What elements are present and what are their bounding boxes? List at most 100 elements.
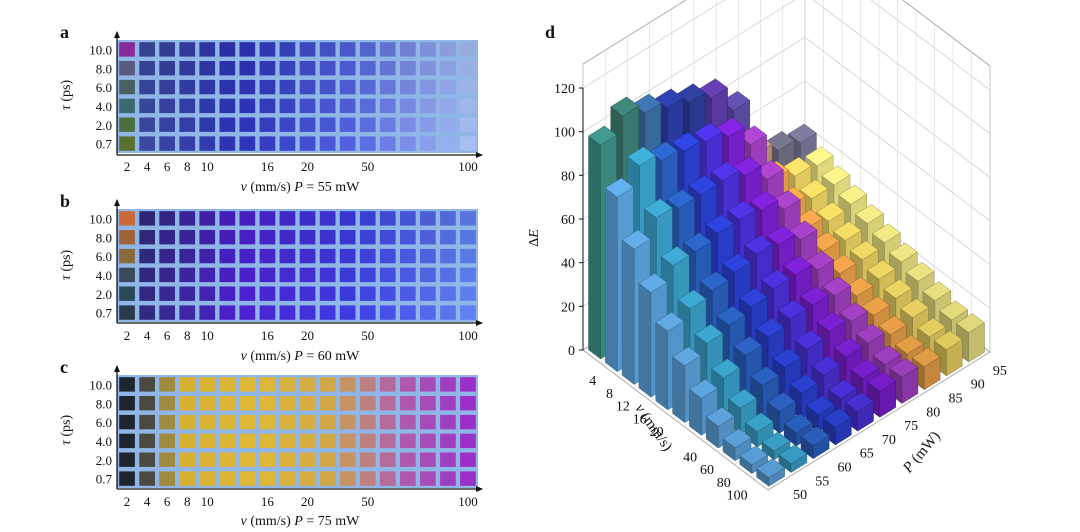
heatmap-cell <box>319 452 336 467</box>
heatmap-cell <box>179 136 196 151</box>
heatmap-cell <box>420 433 436 449</box>
heatmap-cell <box>219 117 236 132</box>
heatmap-cell <box>460 248 476 264</box>
z-gridline <box>582 0 991 134</box>
y-axis-label-b: τ (ps) <box>59 250 74 281</box>
bar-face-top <box>766 225 796 246</box>
y-tick-label: 2.0 <box>96 118 112 133</box>
bar-face-top <box>878 315 907 336</box>
heatmap-cell <box>460 230 476 245</box>
bar-face-top <box>800 285 829 306</box>
heatmap-cell <box>119 377 135 392</box>
heatmap-cell <box>299 452 316 467</box>
y-tick-label: 8.0 <box>96 61 112 76</box>
heatmap-cell <box>219 248 236 264</box>
heatmap-cell <box>219 98 236 114</box>
heatmap-cell <box>259 433 276 449</box>
P-tick-label: 50 <box>793 488 807 503</box>
bar-face-top <box>722 428 752 448</box>
v-tick-label: 12 <box>616 400 630 415</box>
bar-face-top <box>922 281 952 301</box>
heatmap-cell <box>139 230 155 245</box>
bar-face-top <box>866 259 896 280</box>
heatmap-cell <box>119 452 135 467</box>
heatmap-cell <box>159 61 175 76</box>
z-axis-label-d: ΔE <box>527 229 542 247</box>
bar-face-top <box>721 90 751 111</box>
bar-face-top <box>761 269 790 290</box>
bar-face-top <box>861 296 891 316</box>
x-tick-label: 20 <box>301 159 314 174</box>
x-tick-label: 2 <box>124 328 131 343</box>
heatmap-cell <box>440 414 456 430</box>
heatmap-cell <box>179 433 196 449</box>
heatmap-cell <box>179 396 196 411</box>
y-axis-label-d: P (mW) <box>899 429 943 477</box>
bar-face-top <box>765 131 795 151</box>
bar-face-top <box>827 254 857 274</box>
bar-face-top <box>610 96 640 117</box>
heatmap-cell <box>279 452 296 467</box>
bar-face-left <box>638 282 652 398</box>
y-ticks-a: 10.0 8.0 6.0 4.0 2.0 0.7 <box>89 42 112 151</box>
heatmap-cell <box>139 433 155 449</box>
heatmap-cell <box>299 305 316 320</box>
bar-face-top <box>828 379 858 399</box>
heatmap-cell <box>379 61 396 76</box>
v-tick-label: 80 <box>717 476 731 491</box>
bar-face-top <box>767 392 796 412</box>
bar3d <box>761 431 791 461</box>
bar-face-top <box>811 355 841 376</box>
P-tick-label: 60 <box>838 461 852 476</box>
heatmap-cell <box>299 98 316 114</box>
heatmap-cell <box>420 211 436 226</box>
x-tick-label: 16 <box>261 159 275 174</box>
heatmap-cell <box>440 471 456 486</box>
heatmap-cell <box>400 433 416 449</box>
heatmap-cell <box>119 42 135 57</box>
heatmap-cell <box>319 396 336 411</box>
heatmap-cell <box>219 452 236 467</box>
heatmap-cell <box>319 471 336 486</box>
bar-face-top <box>588 125 617 146</box>
heatmap-cell <box>299 79 316 95</box>
heatmap-cell <box>279 42 296 57</box>
heatmap-cell <box>359 452 376 467</box>
heatmap-cell <box>179 79 196 95</box>
heatmap-cell <box>199 433 216 449</box>
heatmap-cell <box>299 248 316 264</box>
heatmap-cell <box>299 433 316 449</box>
heatmap-cell <box>359 433 376 449</box>
heatmap-cell <box>159 230 175 245</box>
heatmap-cell <box>379 211 396 226</box>
heatmap-cell <box>199 79 216 95</box>
x-tick-label: 8 <box>184 494 191 509</box>
y-tick-label: 6.0 <box>96 249 112 264</box>
heatmap-cell <box>460 305 476 320</box>
heatmap-cell <box>420 248 436 264</box>
heatmap-cell <box>299 136 316 151</box>
bar-face-top <box>822 408 852 428</box>
heatmap-cell <box>159 305 175 320</box>
heatmap-cell <box>319 79 336 95</box>
heatmap-cell <box>279 98 296 114</box>
heatmap-cell <box>379 267 396 283</box>
heatmap-cell <box>199 230 216 245</box>
heatmap-cell <box>279 286 296 301</box>
heatmap-cell <box>420 98 436 114</box>
heatmap-cell <box>359 79 376 95</box>
heatmap-cell <box>119 61 135 76</box>
heatmap-cell <box>279 117 296 132</box>
heatmap-cell <box>460 117 476 132</box>
heatmap-cell <box>239 433 256 449</box>
bar-face-top <box>789 373 819 394</box>
heatmap-cell <box>379 248 396 264</box>
heatmap-cell <box>359 377 376 392</box>
heatmap-cell <box>299 211 316 226</box>
bar-face-top <box>621 229 651 250</box>
heatmap-cell <box>400 117 416 132</box>
heatmap-cell <box>299 414 316 430</box>
heatmap-cell <box>239 396 256 411</box>
heatmap-cell <box>400 98 416 114</box>
